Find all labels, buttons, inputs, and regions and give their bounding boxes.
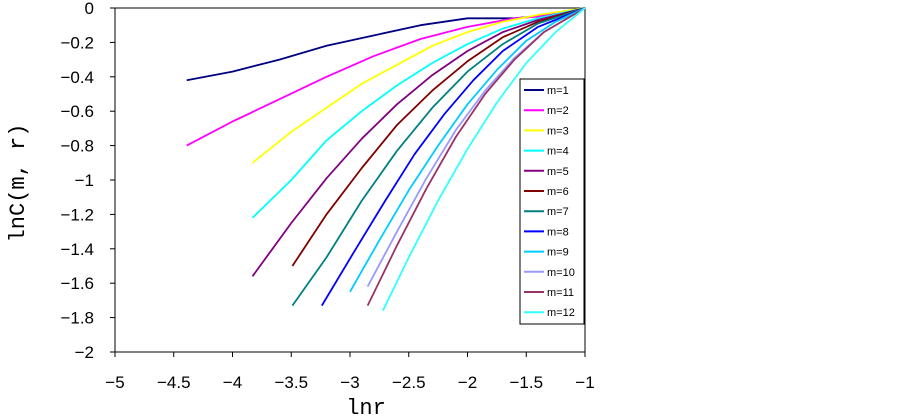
x-tick-label: −4 — [223, 373, 242, 392]
y-tick-label: −0.2 — [60, 33, 94, 52]
legend-label: m=5 — [547, 166, 569, 178]
y-tick-label: −0.8 — [60, 137, 94, 156]
x-axis: −5 −4.5 −4 −3.5 −3 −2.5 −2 −1.5 −1 — [105, 352, 595, 392]
legend-label: m=10 — [547, 267, 575, 279]
series-line-m-1 — [186, 7, 586, 82]
x-tick-label: −1.5 — [509, 373, 543, 392]
legend-label: m=6 — [547, 186, 569, 198]
legend-label: m=4 — [547, 146, 569, 158]
legend-label: m=3 — [547, 125, 569, 137]
series-line-m-4 — [251, 7, 586, 219]
x-axis-label: lnr — [346, 396, 386, 417]
series-line-m-8 — [321, 7, 586, 307]
series-line-m-3 — [251, 7, 586, 164]
series-line-m-6 — [291, 7, 586, 267]
series-layer — [186, 7, 586, 312]
y-axis: 0 −0.2 −0.4 −0.6 −0.8 −1 −1.2 −1.4 −1.6 −1.8 −2 — [60, 0, 115, 362]
y-tick-label: −0.4 — [60, 68, 94, 87]
y-tick-label: −0.6 — [60, 102, 94, 121]
x-tick-label: −5 — [105, 373, 124, 392]
x-tick-label: −4.5 — [157, 373, 191, 392]
y-tick-label: −1.4 — [60, 240, 94, 259]
y-tick-label: −1 — [75, 171, 94, 190]
legend-label: m=2 — [547, 105, 569, 117]
series-line-m-7 — [291, 7, 586, 307]
y-axis-label: lnC(m, r) — [6, 124, 31, 243]
x-tick-label: −2 — [458, 373, 477, 392]
legend-label: m=9 — [547, 247, 569, 259]
y-tick-label: −1.2 — [60, 205, 94, 224]
y-tick-label: −2 — [75, 343, 94, 362]
x-tick-label: −3.5 — [274, 373, 308, 392]
y-tick-label: −1.8 — [60, 309, 94, 328]
legend-label: m=8 — [547, 226, 569, 238]
series-line-m-12 — [382, 7, 586, 312]
legend-box — [519, 78, 585, 325]
legend: m=1 m=2 m=3 m=4 m=5 m=6 m=7 m=8 m=9 m=10 m=11 m=12 — [519, 78, 585, 325]
y-tick-label: −1.6 — [60, 274, 94, 293]
x-tick-label: −1 — [575, 373, 594, 392]
legend-label: m=11 — [547, 287, 574, 299]
legend-label: m=7 — [547, 206, 569, 218]
x-tick-label: −3 — [340, 373, 359, 392]
series-line-m-11 — [366, 7, 586, 306]
y-tick-label: 0 — [85, 0, 94, 18]
x-tick-label: −2.5 — [392, 373, 426, 392]
legend-label: m=12 — [547, 307, 575, 319]
legend-label: m=1 — [547, 85, 569, 97]
series-line-m-5 — [251, 7, 586, 277]
series-line-m-9 — [349, 7, 586, 293]
